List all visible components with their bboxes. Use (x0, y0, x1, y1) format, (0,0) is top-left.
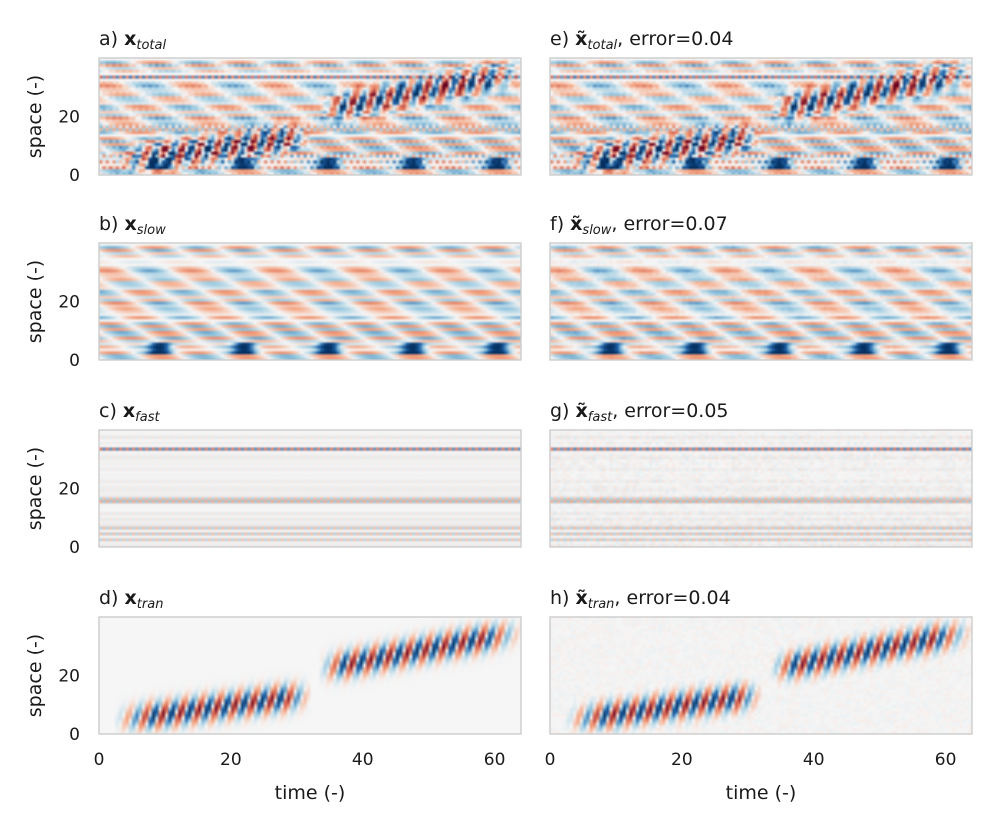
x-tick-label: 20 (671, 750, 693, 770)
panel-error: , error=0.07 (611, 213, 727, 235)
panel-frame (549, 57, 973, 176)
panel-label: c) (99, 400, 123, 422)
y-tick-label: 20 (58, 108, 80, 128)
panel-c: c) xfast 0 20 space (-) (24, 400, 522, 558)
panel-subscript: fast (588, 410, 613, 425)
x-axis-label: time (-) (726, 782, 797, 804)
panel-frame (98, 616, 522, 735)
heatmap-image (99, 243, 521, 360)
x-tick-label: 20 (220, 750, 242, 770)
panel-a: a) xtotal 0 20 space (-) (24, 28, 522, 186)
y-tick-label: 20 (58, 480, 80, 500)
x-tick-label: 0 (545, 750, 556, 770)
panel-title: d) xtran (99, 587, 163, 612)
panel-frame (549, 616, 973, 735)
y-tick-label: 0 (69, 538, 80, 558)
y-tick-label: 20 (58, 293, 80, 313)
panel-label: h) (550, 587, 576, 609)
panel-frame (549, 242, 973, 361)
panel-frame (98, 57, 522, 176)
x-axis-label: time (-) (275, 782, 346, 804)
panel-title: h) x̃tran, error=0.04 (550, 587, 731, 612)
heatmap-image (550, 430, 972, 547)
heatmap-image (99, 58, 521, 175)
panel-title: a) xtotal (99, 28, 166, 53)
panel-e: e) x̃total, error=0.04 (549, 28, 973, 176)
panel-label: d) (99, 587, 125, 609)
x-tick-label: 40 (352, 750, 374, 770)
y-axis-label: space (-) (24, 260, 46, 343)
panel-frame (549, 429, 973, 548)
panel-subscript: slow (137, 223, 166, 238)
panel-subscript: tran (137, 597, 164, 612)
panel-frame (98, 429, 522, 548)
panel-d: d) xtran 0 20 0 20 40 60 space (-) time (-) (24, 587, 522, 804)
panel-symbol: x (125, 213, 137, 235)
x-tick-label: 60 (935, 750, 957, 770)
panel-symbol: x (123, 400, 135, 422)
y-tick-label: 0 (69, 725, 80, 745)
panel-g: g) x̃fast, error=0.05 (549, 400, 973, 548)
panel-error: , error=0.04 (614, 587, 730, 609)
panel-label: b) (99, 213, 125, 235)
y-tick-label: 20 (58, 667, 80, 687)
panel-title: e) x̃total, error=0.04 (550, 28, 733, 53)
panel-label: g) (550, 400, 576, 422)
panel-symbol: x (124, 28, 136, 50)
y-axis-label: space (-) (24, 447, 46, 530)
panel-subscript: slow (582, 223, 611, 238)
y-tick-label: 0 (69, 166, 80, 186)
panel-title: b) xslow (99, 213, 166, 238)
heatmap-image (550, 617, 972, 734)
panel-label: f) (550, 213, 570, 235)
panel-frame (98, 242, 522, 361)
panel-b: b) xslow 0 20 space (-) (24, 213, 522, 371)
heatmap-image (550, 243, 972, 360)
panel-subscript: total (587, 38, 617, 53)
panel-error: , error=0.04 (617, 28, 733, 50)
panel-symbol: x (125, 587, 137, 609)
panel-error: , error=0.05 (612, 400, 728, 422)
y-axis-label: space (-) (24, 634, 46, 717)
panel-subscript: total (136, 38, 166, 53)
panel-symbol: x̃ (570, 213, 582, 235)
panel-h: h) x̃tran, error=0.04 0 20 40 60 time (-) (545, 587, 973, 804)
panel-subscript: tran (588, 597, 615, 612)
panel-label: e) (550, 28, 575, 50)
heatmap-image (550, 58, 972, 175)
heatmap-image (99, 617, 521, 734)
panel-label: a) (99, 28, 124, 50)
panel-title: c) xfast (99, 400, 160, 425)
panel-symbol: x̃ (576, 587, 588, 609)
panel-title: f) x̃slow, error=0.07 (550, 213, 728, 238)
x-tick-label: 0 (94, 750, 105, 770)
x-tick-label: 40 (803, 750, 825, 770)
y-tick-label: 0 (69, 351, 80, 371)
panel-title: g) x̃fast, error=0.05 (550, 400, 729, 425)
panel-f: f) x̃slow, error=0.07 (549, 213, 973, 361)
heatmap-image (99, 430, 521, 547)
y-axis-label: space (-) (24, 75, 46, 158)
x-tick-label: 60 (484, 750, 506, 770)
panel-symbol: x̃ (575, 28, 587, 50)
panel-subscript: fast (135, 410, 160, 425)
panel-symbol: x̃ (576, 400, 588, 422)
